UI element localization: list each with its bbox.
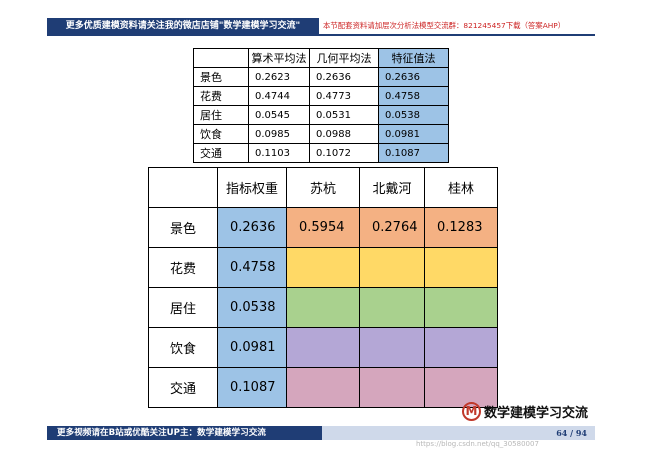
cell-weight: 0.0538 <box>217 287 287 328</box>
brand-logo: M 数学建模学习交流 <box>462 400 588 422</box>
row-label: 景色 <box>148 207 218 248</box>
table-row: 花费 0.4758 <box>148 247 498 288</box>
col-header-weight: 指标权重 <box>217 167 287 208</box>
cell-beidaihe <box>359 247 425 288</box>
cell-arithmetic: 0.4744 <box>248 86 310 106</box>
cell-guilin: 0.1283 <box>424 207 498 248</box>
cell-weight: 0.4758 <box>217 247 287 288</box>
footer-right-panel: 64 / 94 <box>322 426 595 440</box>
cell-arithmetic: 0.0985 <box>248 124 310 144</box>
weight-method-table: 算术平均法 几何平均法 特征值法 景色 0.2623 0.2636 0.2636… <box>193 48 449 163</box>
col-header-guilin: 桂林 <box>424 167 498 208</box>
table-row: 景色 0.2623 0.2636 0.2636 <box>193 67 449 87</box>
cell-suhang <box>286 247 360 288</box>
destination-score-table: 指标权重 苏杭 北戴河 桂林 景色 0.2636 0.5954 0.2764 0… <box>148 167 498 408</box>
cell-suhang <box>286 327 360 368</box>
watermark: https://blog.csdn.net/qq_30580007 <box>416 440 539 448</box>
cell-beidaihe <box>359 287 425 328</box>
table-header-row: 算术平均法 几何平均法 特征值法 <box>193 48 449 68</box>
cell-geometric: 0.1072 <box>309 143 379 163</box>
row-label: 交通 <box>193 143 249 163</box>
col-header-eigen: 特征值法 <box>378 48 449 68</box>
corner-cell <box>193 48 249 68</box>
col-header-geometric: 几何平均法 <box>309 48 379 68</box>
table-row: 饮食 0.0985 0.0988 0.0981 <box>193 124 449 144</box>
cell-arithmetic: 0.1103 <box>248 143 310 163</box>
cell-geometric: 0.4773 <box>309 86 379 106</box>
cell-geometric: 0.0988 <box>309 124 379 144</box>
row-label: 花费 <box>148 247 218 288</box>
cell-eigen: 0.2636 <box>378 67 449 87</box>
cell-arithmetic: 0.2623 <box>248 67 310 87</box>
cell-eigen: 0.1087 <box>378 143 449 163</box>
cell-beidaihe: 0.2764 <box>359 207 425 248</box>
header-store-notice: 更多优质建模资料请关注我的微店店铺"数学建模学习交流" <box>47 18 319 34</box>
table-row: 居住 0.0538 <box>148 287 498 328</box>
col-header-suhang: 苏杭 <box>286 167 360 208</box>
cell-guilin <box>424 247 498 288</box>
cell-beidaihe <box>359 327 425 368</box>
table-row: 交通 0.1087 <box>148 367 498 408</box>
row-label: 景色 <box>193 67 249 87</box>
header-bar: 更多优质建模资料请关注我的微店店铺"数学建模学习交流" 本节配套资料请加层次分析… <box>47 18 595 34</box>
row-label: 饮食 <box>148 327 218 368</box>
cell-guilin <box>424 287 498 328</box>
col-header-arithmetic: 算术平均法 <box>248 48 310 68</box>
row-label: 饮食 <box>193 124 249 144</box>
row-label: 交通 <box>148 367 218 408</box>
cell-weight: 0.1087 <box>217 367 287 408</box>
cell-suhang <box>286 367 360 408</box>
corner-cell <box>148 167 218 208</box>
cell-eigen: 0.4758 <box>378 86 449 106</box>
footer-video-notice: 更多视频请在B站或优酷关注UP主：数学建模学习交流 <box>47 426 322 440</box>
cell-weight: 0.0981 <box>217 327 287 368</box>
header-group-notice: 本节配套资料请加层次分析法模型交流群：821245457下载（答案AHP） <box>319 18 595 34</box>
logo-m-icon: M <box>462 401 481 421</box>
table-row: 交通 0.1103 0.1072 0.1087 <box>193 143 449 163</box>
table-row: 饮食 0.0981 <box>148 327 498 368</box>
row-label: 居住 <box>193 105 249 125</box>
cell-weight: 0.2636 <box>217 207 287 248</box>
logo-text: 数学建模学习交流 <box>484 405 589 421</box>
row-label: 居住 <box>148 287 218 328</box>
cell-arithmetic: 0.0545 <box>248 105 310 125</box>
table-row: 花费 0.4744 0.4773 0.4758 <box>193 86 449 106</box>
table-row: 居住 0.0545 0.0531 0.0538 <box>193 105 449 125</box>
page-number: 64 / 94 <box>556 428 587 438</box>
cell-beidaihe <box>359 367 425 408</box>
cell-geometric: 0.2636 <box>309 67 379 87</box>
cell-guilin <box>424 367 498 408</box>
col-header-beidaihe: 北戴河 <box>359 167 425 208</box>
footer-bar: 更多视频请在B站或优酷关注UP主：数学建模学习交流 64 / 94 <box>47 426 595 440</box>
row-label: 花费 <box>193 86 249 106</box>
cell-geometric: 0.0531 <box>309 105 379 125</box>
cell-guilin <box>424 327 498 368</box>
cell-eigen: 0.0981 <box>378 124 449 144</box>
cell-suhang <box>286 287 360 328</box>
table-header-row: 指标权重 苏杭 北戴河 桂林 <box>148 167 498 208</box>
cell-eigen: 0.0538 <box>378 105 449 125</box>
cell-suhang: 0.5954 <box>286 207 360 248</box>
table-row: 景色 0.2636 0.5954 0.2764 0.1283 <box>148 207 498 248</box>
header-divider <box>47 34 595 36</box>
